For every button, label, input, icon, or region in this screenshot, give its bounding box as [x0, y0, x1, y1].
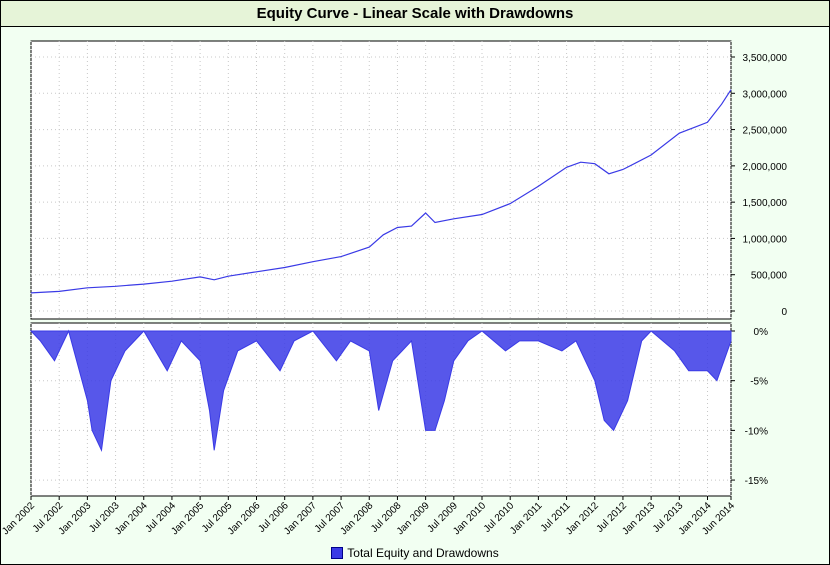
y-tick-label: 1,500,000 — [743, 198, 788, 209]
legend: Total Equity and Drawdowns — [1, 544, 829, 562]
x-tick-label: Jan 2002 — [1, 500, 37, 537]
equity-panel — [30, 40, 732, 320]
y-tick-label: 2,000,000 — [743, 162, 788, 173]
y-tick-label: 3,000,000 — [743, 89, 788, 100]
y-tick-label: 2,500,000 — [743, 126, 788, 137]
chart-title: Equity Curve - Linear Scale with Drawdow… — [256, 5, 574, 22]
y-tick-label: 0 — [781, 307, 787, 318]
equity-line — [30, 89, 732, 294]
y-tick-label: 3,500,000 — [743, 53, 788, 64]
legend-label: Total Equity and Drawdowns — [347, 546, 499, 560]
dd-y-tick-label: 0% — [754, 327, 769, 338]
title-bar: Equity Curve - Linear Scale with Drawdow… — [1, 1, 829, 27]
y-tick-label: 500,000 — [751, 271, 788, 282]
dd-y-tick-label: -5% — [750, 377, 768, 388]
drawdown-area — [29, 329, 732, 453]
y-tick-label: 1,000,000 — [743, 234, 788, 245]
legend-swatch — [331, 547, 344, 559]
dd-y-tick-label: -15% — [745, 476, 768, 487]
dd-y-tick-label: -10% — [745, 426, 768, 437]
